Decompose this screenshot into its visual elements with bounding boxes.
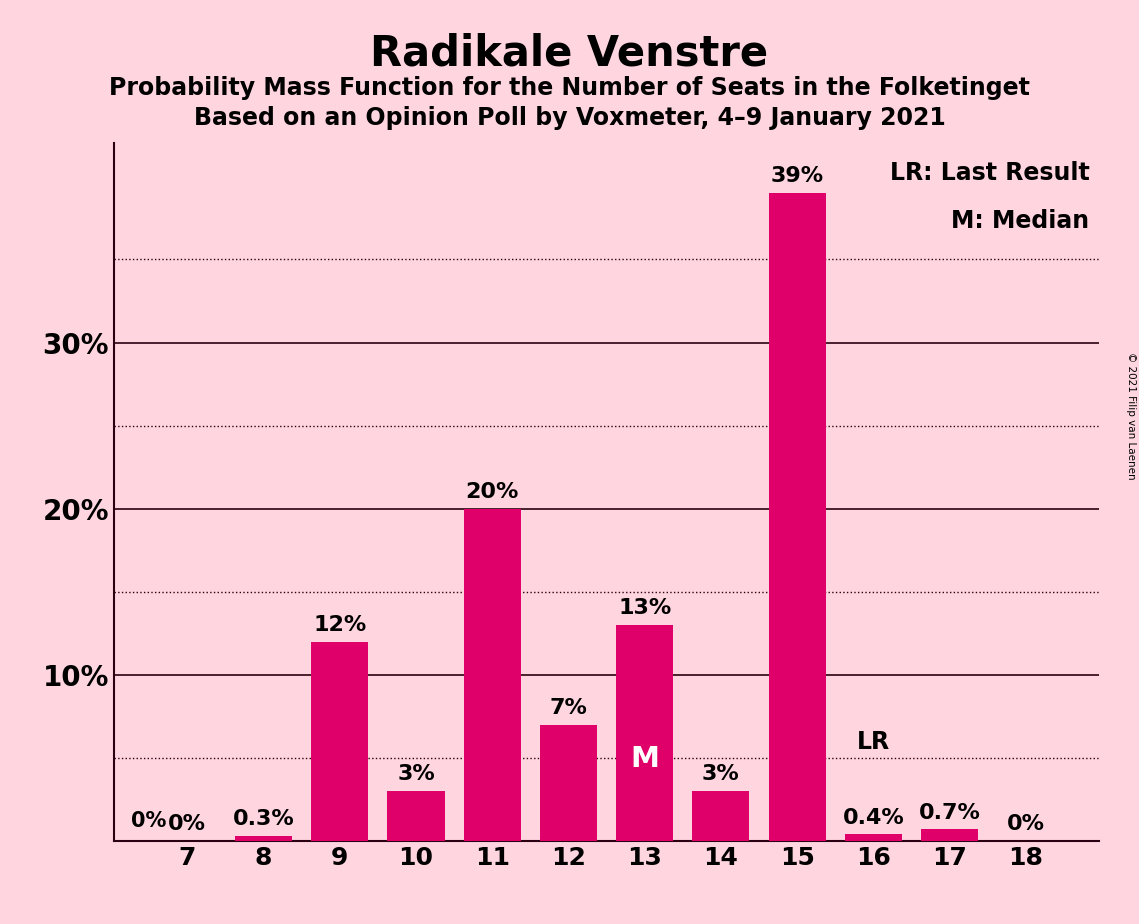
Text: M: M — [630, 745, 659, 772]
Text: 39%: 39% — [770, 166, 823, 187]
Text: 13%: 13% — [618, 598, 671, 618]
Text: M: Median: M: Median — [951, 210, 1089, 234]
Text: 3%: 3% — [398, 764, 435, 784]
Text: 0.3%: 0.3% — [232, 809, 294, 829]
Bar — [921, 829, 978, 841]
Text: 20%: 20% — [466, 482, 519, 502]
Bar — [616, 625, 673, 841]
Bar — [235, 836, 292, 841]
Bar — [540, 724, 597, 841]
Text: 0.4%: 0.4% — [843, 808, 904, 828]
Text: 0%: 0% — [131, 811, 166, 831]
Text: Probability Mass Function for the Number of Seats in the Folketinget: Probability Mass Function for the Number… — [109, 76, 1030, 100]
Text: 0.7%: 0.7% — [918, 803, 981, 822]
Text: LR: LR — [857, 731, 890, 755]
Text: 0%: 0% — [1007, 814, 1044, 834]
Text: 0%: 0% — [169, 814, 206, 834]
Text: © 2021 Filip van Laenen: © 2021 Filip van Laenen — [1126, 352, 1136, 480]
Text: Radikale Venstre: Radikale Venstre — [370, 32, 769, 74]
Text: 7%: 7% — [549, 698, 588, 718]
Bar — [311, 641, 368, 841]
Bar — [693, 791, 749, 841]
Text: 12%: 12% — [313, 614, 367, 635]
Text: 3%: 3% — [702, 764, 739, 784]
Bar — [464, 508, 521, 841]
Text: LR: Last Result: LR: Last Result — [890, 161, 1089, 185]
Bar — [387, 791, 444, 841]
Bar — [769, 193, 826, 841]
Text: Based on an Opinion Poll by Voxmeter, 4–9 January 2021: Based on an Opinion Poll by Voxmeter, 4–… — [194, 106, 945, 130]
Bar — [845, 834, 902, 841]
